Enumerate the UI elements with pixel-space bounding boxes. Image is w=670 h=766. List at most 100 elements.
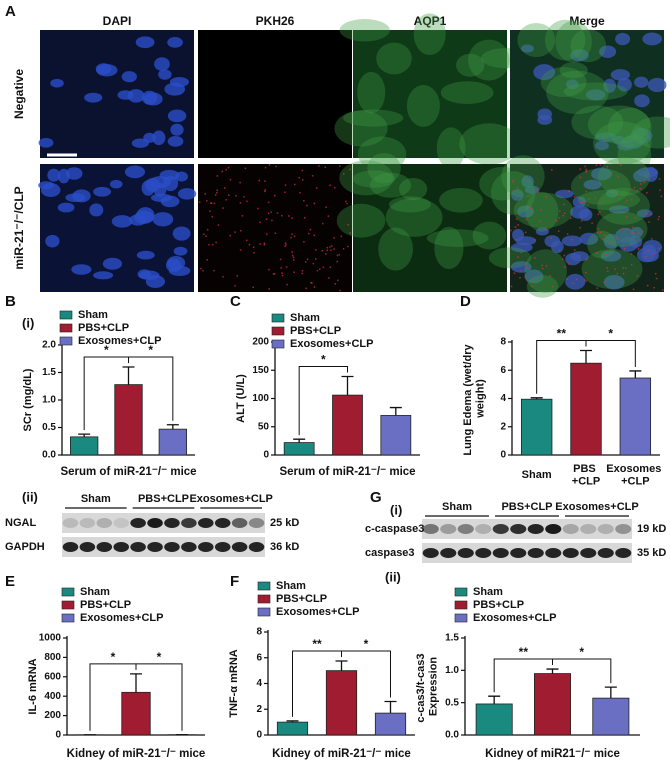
- nucleus: [47, 168, 61, 182]
- red-dot: [611, 172, 613, 174]
- y-tick-label: 0.0: [445, 730, 459, 741]
- red-dot: [637, 232, 640, 235]
- red-dot: [347, 245, 349, 248]
- blot-band: [422, 548, 439, 558]
- significance-label: *: [579, 645, 584, 659]
- band-name: GAPDH: [5, 541, 45, 553]
- red-dot: [514, 226, 517, 228]
- red-dot: [326, 246, 328, 249]
- stain: [343, 109, 404, 127]
- bar: [534, 673, 571, 736]
- nucleus: [615, 32, 631, 46]
- red-dot: [636, 189, 639, 192]
- error-bar: [488, 695, 501, 704]
- red-dot: [313, 202, 316, 205]
- red-dot: [268, 288, 271, 290]
- red-dot: [213, 202, 216, 205]
- subpanel-label: (ii): [22, 489, 38, 504]
- red-dot: [622, 244, 625, 247]
- blot-band: [198, 542, 214, 552]
- micrograph: [198, 30, 352, 158]
- red-dot: [224, 187, 226, 189]
- nucleus: [93, 186, 112, 197]
- nucleus: [510, 261, 532, 273]
- nucleus: [636, 209, 653, 218]
- red-dot: [608, 242, 611, 245]
- red-dot: [334, 283, 336, 285]
- stain: [577, 189, 641, 211]
- x-tick-label: Sham: [522, 469, 552, 481]
- red-dot: [588, 198, 590, 200]
- red-dot: [239, 202, 242, 204]
- y-tick-label: 0: [55, 730, 61, 741]
- legend-label: Exosomes+CLP: [78, 335, 161, 347]
- y-tick-label: 1000: [39, 633, 62, 644]
- red-dot: [305, 287, 307, 290]
- red-dot: [306, 258, 309, 261]
- red-dot: [293, 235, 296, 238]
- blot-band: [457, 524, 474, 534]
- x-tick-label: Exosomes +CLP: [606, 463, 664, 488]
- nucleus: [153, 182, 167, 197]
- blot-band: [562, 524, 579, 534]
- blot-group-label: Sham: [442, 501, 472, 513]
- red-dot: [349, 168, 351, 171]
- bar: [332, 394, 363, 456]
- red-dot: [248, 243, 251, 246]
- legend-swatch: [454, 600, 468, 610]
- red-dot: [636, 275, 639, 277]
- y-tick-label: 1.0: [445, 665, 459, 676]
- stain: [546, 70, 609, 114]
- stain: [571, 105, 624, 140]
- blot-band: [198, 518, 214, 528]
- red-dot: [292, 259, 295, 261]
- x-axis-label: Kidney of miR-21⁻/⁻ mice: [272, 748, 411, 760]
- red-dot: [270, 211, 272, 213]
- y-tick-label: 200: [44, 710, 61, 721]
- y-tick-label: 50: [258, 421, 270, 432]
- red-dot: [324, 253, 327, 255]
- red-dot: [511, 180, 514, 183]
- red-dot: [324, 166, 327, 169]
- red-dot: [258, 179, 261, 182]
- red-dot: [520, 251, 523, 254]
- red-dot: [321, 250, 323, 252]
- red-dot: [206, 259, 208, 261]
- nucleus: [121, 71, 137, 83]
- red-dot: [198, 201, 201, 203]
- bar: [570, 362, 602, 456]
- red-dot: [513, 272, 516, 274]
- nucleus: [159, 169, 180, 181]
- stain: [607, 107, 652, 148]
- red-dot: [347, 224, 349, 226]
- y-tick-label: 6: [256, 652, 262, 663]
- y-tick-label: 100: [252, 393, 269, 404]
- red-dot: [622, 272, 625, 275]
- red-dot: [528, 214, 531, 216]
- red-dot: [537, 191, 539, 194]
- red-dot: [617, 175, 619, 178]
- red-dot: [273, 194, 276, 197]
- significance-label: *: [157, 650, 162, 664]
- red-dot: [562, 214, 564, 217]
- red-dot: [534, 257, 536, 259]
- red-dot: [333, 186, 336, 189]
- y-tick-label: 1.5: [42, 367, 56, 378]
- red-dot: [648, 221, 650, 223]
- red-dot: [653, 286, 655, 289]
- band-size: 35 kD: [637, 547, 666, 559]
- red-dot: [585, 272, 587, 274]
- red-dot: [634, 217, 637, 219]
- stain: [526, 275, 559, 298]
- red-dot: [202, 269, 204, 272]
- red-dot: [338, 165, 341, 167]
- red-dot: [517, 256, 519, 258]
- red-dot: [580, 219, 583, 222]
- red-dot: [599, 211, 601, 213]
- red-dot: [333, 237, 335, 239]
- red-dot: [236, 275, 238, 277]
- blot-band: [79, 542, 96, 552]
- red-dot: [640, 183, 642, 185]
- stain: [367, 153, 401, 184]
